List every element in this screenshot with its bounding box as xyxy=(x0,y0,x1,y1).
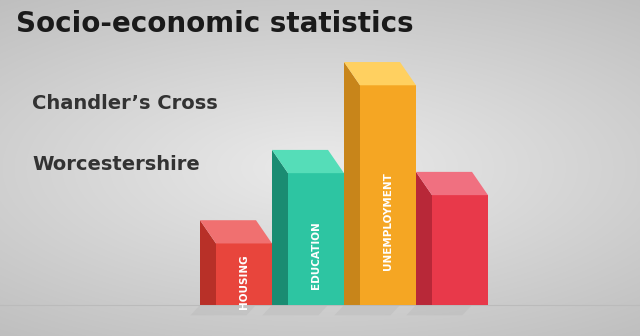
Polygon shape xyxy=(200,220,216,305)
Text: Worcestershire: Worcestershire xyxy=(32,155,200,174)
Polygon shape xyxy=(262,305,328,315)
Text: EDUCATION: EDUCATION xyxy=(311,221,321,289)
Polygon shape xyxy=(334,305,400,315)
Polygon shape xyxy=(200,220,272,244)
Text: UNEMPLOYMENT: UNEMPLOYMENT xyxy=(383,173,393,270)
Polygon shape xyxy=(272,150,344,173)
Text: Chandler’s Cross: Chandler’s Cross xyxy=(32,94,218,113)
Polygon shape xyxy=(416,172,432,305)
Polygon shape xyxy=(416,172,488,195)
Polygon shape xyxy=(360,85,416,305)
Polygon shape xyxy=(432,195,488,305)
Text: Socio-economic statistics: Socio-economic statistics xyxy=(16,10,413,38)
Polygon shape xyxy=(272,150,288,305)
Polygon shape xyxy=(344,62,416,85)
Polygon shape xyxy=(344,62,360,305)
Text: IMMIGRATION: IMMIGRATION xyxy=(455,223,465,304)
Polygon shape xyxy=(216,244,272,305)
Text: HOUSING: HOUSING xyxy=(239,254,249,309)
Polygon shape xyxy=(288,173,344,305)
Polygon shape xyxy=(406,305,472,315)
Polygon shape xyxy=(191,305,256,315)
